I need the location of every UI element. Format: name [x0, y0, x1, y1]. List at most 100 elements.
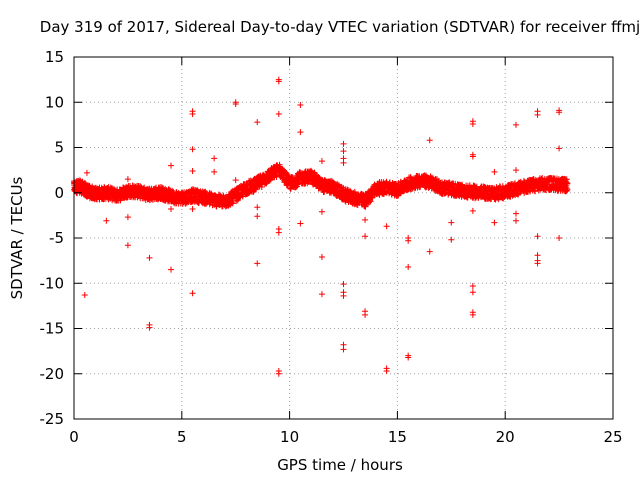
band-point [564, 180, 571, 187]
outlier-point [81, 292, 88, 299]
outlier-point [340, 140, 347, 147]
outlier-point [211, 155, 218, 162]
grid-lines [74, 57, 613, 419]
outlier-point [124, 242, 131, 249]
outlier-point [534, 111, 541, 118]
outlier-point [83, 169, 90, 176]
outlier-point [405, 237, 412, 244]
outlier-point [103, 217, 110, 224]
outlier-point [469, 153, 476, 160]
outlier-point [469, 289, 476, 296]
outlier-point [146, 254, 153, 261]
outlier-point [426, 248, 433, 255]
outlier-point [383, 223, 390, 230]
outlier-point [146, 324, 153, 331]
outlier-point [275, 370, 282, 377]
outlier-point [556, 145, 563, 152]
band-point [564, 186, 571, 193]
x-tick-label: 0 [69, 428, 79, 446]
outlier-point [211, 168, 218, 175]
band-point [202, 188, 209, 195]
outlier-point [448, 236, 455, 243]
band-point [500, 195, 507, 202]
outlier-point [469, 282, 476, 289]
outlier-point [297, 101, 304, 108]
outlier-point [556, 235, 563, 241]
x-axis-label: GPS time / hours [277, 456, 403, 474]
outlier-point [405, 263, 412, 270]
y-tick-label: 10 [45, 93, 64, 111]
outlier-point [189, 206, 196, 213]
outlier-point [512, 121, 519, 128]
outlier-point [168, 162, 175, 169]
band-point [563, 187, 570, 194]
outlier-point [534, 252, 541, 259]
outlier-point [254, 213, 261, 220]
y-tick-label: -15 [40, 320, 65, 338]
outlier-point [318, 291, 325, 298]
chart-title: Day 319 of 2017, Sidereal Day-to-day VTE… [40, 18, 640, 36]
outlier-point [297, 220, 304, 227]
band-point [393, 180, 400, 187]
outlier-point [340, 148, 347, 155]
data-points [70, 76, 571, 377]
outlier-point [275, 229, 282, 236]
outlier-point [405, 354, 412, 361]
outlier-point [124, 176, 131, 183]
y-tick-label: 15 [45, 48, 64, 66]
y-tick-labels: -25 -20 -15 -10 -5 0 5 10 15 [40, 48, 65, 428]
y-axis-label: SDTVAR / TECUs [8, 176, 26, 299]
outlier-point [362, 216, 369, 223]
outlier-point [534, 260, 541, 267]
x-tick-label: 5 [177, 428, 187, 446]
outlier-point [362, 311, 369, 318]
outlier-point [556, 109, 563, 116]
outlier-point [383, 368, 390, 375]
outlier-point [189, 111, 196, 118]
outlier-point [448, 219, 455, 226]
outlier-point [232, 177, 239, 184]
outlier-point [534, 233, 541, 240]
y-tick-label: -25 [40, 410, 65, 428]
outlier-point [491, 168, 498, 175]
x-tick-label: 20 [496, 428, 515, 446]
outlier-point [318, 254, 325, 261]
outlier-point [340, 292, 347, 299]
outlier-point [189, 146, 196, 153]
outlier-point [297, 129, 304, 136]
outlier-point [340, 346, 347, 353]
band-point [369, 194, 376, 201]
outlier-point [254, 204, 261, 211]
outlier-point [469, 207, 476, 214]
outlier-point [168, 206, 175, 213]
x-tick-label: 15 [388, 428, 407, 446]
outlier-point [318, 158, 325, 165]
outlier-point [469, 120, 476, 127]
y-tick-label: 5 [54, 139, 64, 157]
outlier-point [340, 281, 347, 288]
outlier-point [254, 260, 261, 267]
y-tick-label: -5 [49, 229, 64, 247]
band-point [239, 192, 246, 199]
y-tick-label: -20 [40, 365, 65, 383]
band-point [276, 161, 283, 168]
outlier-point [512, 167, 519, 174]
outlier-point [491, 219, 498, 226]
outlier-point [512, 210, 519, 217]
outlier-point [189, 290, 196, 297]
outlier-point [469, 311, 476, 318]
outlier-point [340, 159, 347, 166]
outlier-point [318, 208, 325, 215]
outlier-point [275, 111, 282, 118]
outlier-point [189, 168, 196, 175]
y-tick-label: 0 [54, 184, 64, 202]
outlier-point [275, 76, 282, 83]
band-point [367, 198, 374, 205]
outlier-point [426, 137, 433, 144]
axis-ticks [73, 56, 614, 420]
outlier-point [254, 119, 261, 126]
x-tick-label: 25 [603, 428, 622, 446]
outlier-point [232, 101, 239, 108]
outlier-point [168, 266, 175, 273]
